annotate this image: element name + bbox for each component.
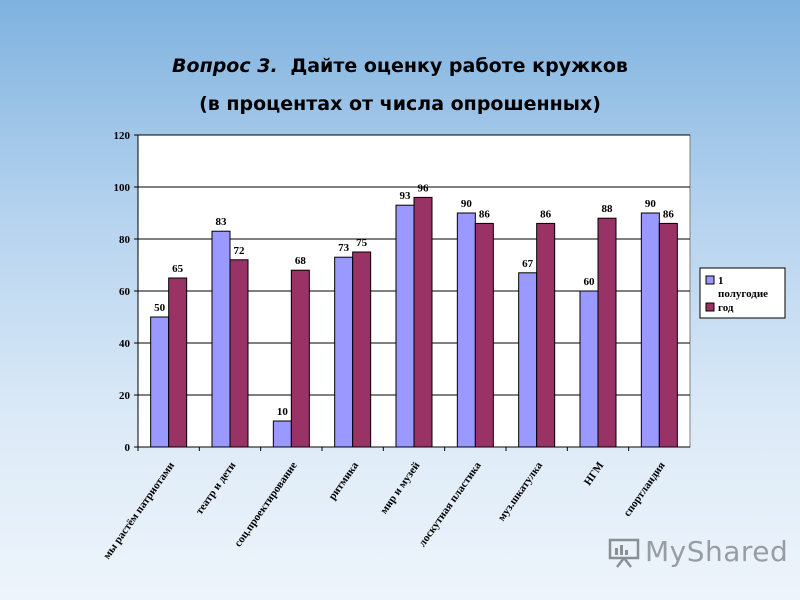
bar	[211, 230, 231, 448]
bar	[150, 316, 170, 448]
data-label: 90	[645, 198, 657, 210]
bar	[474, 222, 494, 448]
data-label: 88	[602, 203, 614, 215]
data-label: 86	[663, 208, 675, 220]
legend-label: год	[718, 302, 734, 314]
chart-subtitle: (в процентах от числа опрошенных)	[199, 93, 601, 115]
y-tick-label: 100	[114, 182, 131, 194]
y-tick-label: 120	[114, 130, 131, 142]
y-tick-label: 40	[119, 338, 131, 350]
legend-label: 1 полугодие	[718, 275, 768, 300]
chart-title: Вопрос 3. Дайте оценку работе кружков	[0, 55, 800, 77]
data-label: 72	[234, 245, 246, 257]
data-label: 75	[356, 237, 368, 249]
data-label: 86	[479, 208, 491, 220]
watermark: MyShared	[645, 535, 789, 568]
data-label: 60	[584, 276, 596, 288]
bar	[518, 272, 538, 448]
x-tick-label: соц.проектирование	[232, 460, 300, 549]
x-tick-label: НГМ	[582, 459, 607, 488]
bar	[395, 204, 415, 448]
data-label: 50	[154, 302, 166, 314]
y-tick-label: 60	[119, 286, 131, 298]
bar	[413, 196, 433, 448]
bar	[579, 290, 599, 448]
bar	[290, 269, 310, 448]
data-label: 86	[540, 208, 552, 220]
legend-swatch	[705, 275, 715, 285]
data-label: 83	[216, 216, 228, 228]
x-tick-label: ритмика	[326, 459, 361, 502]
data-label: 73	[338, 242, 350, 254]
bar	[640, 212, 660, 448]
x-tick-label: лоскутная пластика	[416, 459, 484, 549]
x-tick-label: мы растём патриотами	[101, 459, 178, 561]
bar	[334, 256, 354, 448]
x-tick-label: мир и музей	[378, 459, 423, 516]
bar	[229, 259, 249, 448]
x-tick-label: театр и дети	[194, 459, 239, 517]
bar	[456, 212, 476, 448]
bar	[658, 222, 678, 448]
bar	[168, 277, 188, 448]
legend-swatch	[705, 302, 715, 312]
bar	[597, 217, 617, 448]
title-text: Дайте оценку работе кружков	[290, 55, 628, 77]
x-tick-label: спортландия	[621, 460, 667, 519]
data-label: 90	[461, 198, 473, 210]
data-label: 93	[400, 190, 412, 202]
bar	[536, 222, 556, 448]
y-tick-label: 0	[125, 442, 131, 454]
data-label: 65	[172, 263, 184, 275]
data-label: 10	[277, 406, 289, 418]
bar	[272, 420, 292, 448]
data-label: 68	[295, 255, 307, 267]
presentation-icon	[608, 538, 640, 568]
y-tick-label: 80	[119, 234, 131, 246]
data-label: 67	[522, 258, 534, 270]
title-prefix: Вопрос 3.	[172, 55, 278, 77]
bar	[352, 251, 372, 448]
x-tick-label: муз.шкатулка	[496, 459, 546, 523]
y-tick-label: 20	[119, 390, 131, 402]
data-label: 96	[418, 182, 430, 194]
